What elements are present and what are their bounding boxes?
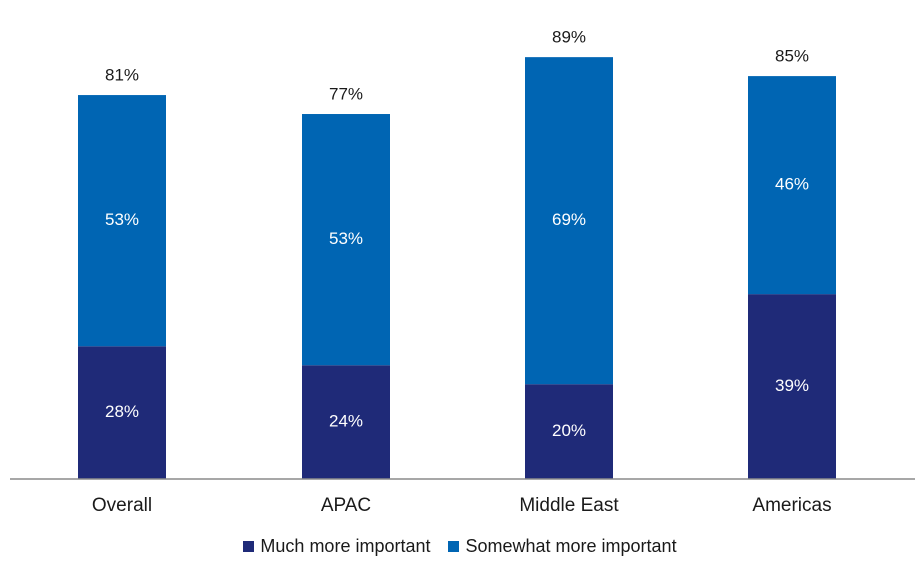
data-label-americas-somewhat-more-important: 46% (775, 175, 809, 194)
data-label-overall-somewhat-more-important: 53% (105, 210, 139, 229)
x-tick-label-americas: Americas (752, 495, 831, 516)
x-tick-label-middle-east: Middle East (519, 495, 619, 516)
total-label-overall: 81% (105, 66, 139, 85)
bar-apac-somewhat-more-important (302, 114, 390, 366)
total-label-americas: 85% (775, 47, 809, 66)
bar-middle-east-much-more-important (525, 384, 613, 479)
bar-americas-somewhat-more-important (748, 76, 836, 295)
bar-overall-much-more-important (78, 346, 166, 479)
x-tick-label-overall: Overall (92, 495, 152, 516)
bars-layer (78, 57, 836, 479)
total-label-middle-east: 89% (552, 28, 586, 47)
legend-swatch-much-more-important (243, 541, 255, 552)
data-label-apac-much-more-important: 24% (329, 412, 363, 431)
legend-swatch-somewhat-more-important (448, 541, 460, 552)
data-label-apac-somewhat-more-important: 53% (329, 229, 363, 248)
legend-item-much-more-important: Much more important (243, 536, 430, 557)
data-label-middle-east-much-more-important: 20% (552, 421, 586, 440)
legend-label-somewhat-more-important: Somewhat more important (465, 536, 677, 556)
stacked-bar-chart: 28% 53% 81% 24% 53% 77% 20% 69% 89% 39% 46% 85% Ove… (10, 28, 915, 516)
total-label-apac: 77% (329, 85, 363, 104)
data-label-americas-much-more-important: 39% (775, 376, 809, 395)
data-label-overall-much-more-important: 28% (105, 402, 139, 421)
legend: Much more important Somewhat more import… (0, 536, 920, 557)
bar-apac-much-more-important (302, 365, 390, 479)
x-tick-labels: Overall APAC Middle East Americas (92, 495, 832, 516)
bar-americas-much-more-important (748, 294, 836, 479)
labels-layer: 28% 53% 81% 24% 53% 77% 20% 69% 89% 39% 46% 85% (105, 28, 809, 440)
bar-middle-east-somewhat-more-important (525, 57, 613, 385)
legend-item-somewhat-more-important: Somewhat more important (448, 536, 677, 557)
legend-label-much-more-important: Much more important (260, 536, 431, 556)
bar-overall-somewhat-more-important (78, 95, 166, 347)
x-tick-label-apac: APAC (321, 495, 371, 516)
data-label-middle-east-somewhat-more-important: 69% (552, 210, 586, 229)
